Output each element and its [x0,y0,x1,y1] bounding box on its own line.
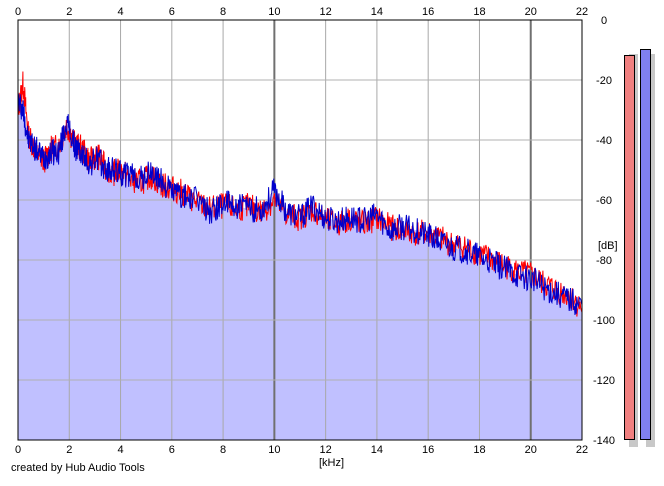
y-tick-label: -100 [593,315,615,327]
x-tick-label-bottom: 22 [576,444,588,456]
x-tick-label-top: 2 [66,6,72,18]
x-tick-label-top: 6 [169,6,175,18]
x-tick-label-bottom: 16 [422,444,434,456]
x-tick-label-bottom: 2 [66,444,72,456]
plot-frame [17,19,583,441]
right-channel-meter [640,49,651,440]
left-channel-meter [624,55,635,440]
y-tick-label: -40 [596,135,612,147]
x-tick-label-top: 12 [320,6,332,18]
y-tick-label: -20 [596,75,612,87]
credit-text: created by Hub Audio Tools [11,462,145,474]
x-tick-label-top: 16 [422,6,434,18]
x-tick-label-top: 4 [117,6,123,18]
x-tick-label-top: 18 [473,6,485,18]
y-tick-label: -60 [596,195,612,207]
x-tick-label-bottom: 8 [220,444,226,456]
y-tick-label: 0 [601,15,607,27]
x-tick-label-top: 22 [576,6,588,18]
blue-channel-series [17,93,583,316]
y-tick-label: -80 [596,255,612,267]
x-tick-label-top: 14 [371,6,383,18]
x-tick-label-bottom: 10 [268,444,280,456]
y-axis-unit: [dB] [598,240,618,252]
x-tick-label-bottom: 12 [320,444,332,456]
x-tick-label-bottom: 18 [473,444,485,456]
x-tick-label-bottom: 0 [15,444,21,456]
x-tick-label-top: 0 [15,6,21,18]
x-tick-label-top: 10 [268,6,280,18]
x-axis-unit: [kHz] [319,457,345,469]
x-tick-label-top: 8 [220,6,226,18]
x-tick-label-bottom: 20 [525,444,537,456]
y-tick-label: -120 [593,375,615,387]
x-tick-label-bottom: 14 [371,444,383,456]
y-tick-label: -140 [593,435,615,447]
x-tick-label-bottom: 6 [169,444,175,456]
x-tick-label-top: 20 [525,6,537,18]
x-tick-label-bottom: 4 [117,444,123,456]
